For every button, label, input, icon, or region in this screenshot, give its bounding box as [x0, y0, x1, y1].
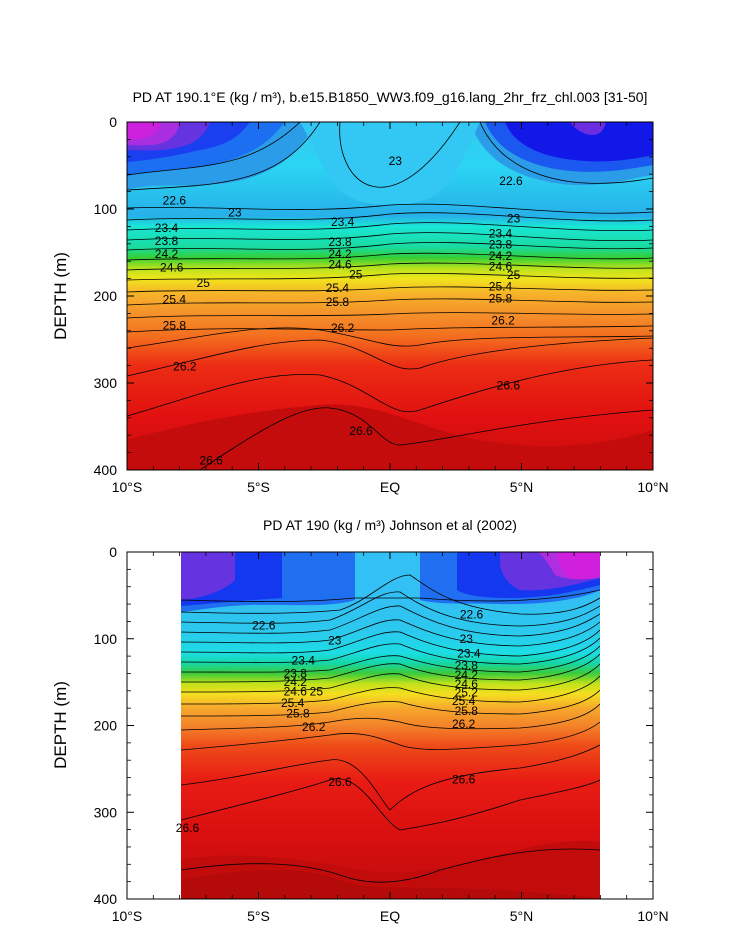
top-contour-labels: 22.6232322.62323.423.824.224.62525.425.8… — [155, 154, 523, 467]
contour-label: 25.8 — [455, 704, 479, 718]
contour-label: 22.6 — [499, 174, 523, 188]
y-tick-label: 300 — [94, 804, 118, 820]
contour-label: 24.6 — [489, 259, 513, 273]
contour-label: 26.6 — [199, 453, 223, 467]
y-tick-label: 400 — [94, 462, 118, 478]
contour-label: 26.2 — [302, 720, 326, 734]
bottom-contour-fill — [181, 552, 600, 899]
contour-label: 23.4 — [457, 646, 481, 660]
y-tick-label: 100 — [94, 631, 118, 647]
contour-label: 26.6 — [497, 379, 521, 393]
x-tick-label: 10°N — [637, 479, 668, 495]
contour-label: 23.8 — [284, 666, 308, 680]
contour-label: 24.2 — [328, 247, 352, 261]
contour-label: 25.4 — [452, 694, 476, 708]
x-tick-label: 10°S — [112, 479, 143, 495]
bottom-contour-lines — [181, 574, 600, 883]
contour-label: 26.2 — [452, 717, 476, 731]
y-tick-label: 100 — [94, 201, 118, 217]
contour-label: 25.8 — [326, 295, 350, 309]
contour-label: 25.8 — [163, 319, 187, 333]
contour-label: 23.4 — [489, 226, 513, 240]
x-tick-label: EQ — [380, 479, 400, 495]
top-title: PD AT 190.1°E (kg / m³), b.e15.B1850_WW3… — [133, 89, 648, 105]
contour-label: 22.6 — [460, 607, 484, 621]
contour-label: 23 — [460, 632, 474, 646]
contour-label: 23.8 — [455, 659, 479, 673]
bottom-y-ticks: 0 100 200 300 400 — [94, 544, 653, 907]
contour-label: 23 — [228, 205, 242, 219]
contour-label: 24.2 — [284, 675, 308, 689]
x-tick-label: 10°S — [112, 908, 143, 924]
contour-label: 23 — [507, 212, 521, 226]
contour-label: 24.2 — [455, 668, 479, 682]
bottom-title: PD AT 190 (kg / m³) Johnson et al (2002) — [263, 517, 517, 533]
contour-label: 26.6 — [328, 775, 352, 789]
contour-label: 23 — [328, 633, 342, 647]
contour-label: 23.8 — [155, 234, 179, 248]
y-tick-label: 0 — [109, 114, 117, 130]
y-tick-label: 300 — [94, 375, 118, 391]
contour-label: 24.2 — [489, 249, 513, 263]
contour-label: 24.6 — [284, 685, 308, 699]
x-tick-label: 5°S — [247, 908, 270, 924]
contour-label: 25.4 — [281, 696, 305, 710]
contour-label: 23.8 — [489, 238, 513, 252]
contour-label: 25.8 — [489, 292, 513, 306]
contour-label: 24.2 — [155, 247, 179, 261]
contour-label: 22.6 — [252, 619, 276, 633]
contour-label: 23.8 — [328, 235, 352, 249]
x-tick-label: 5°N — [510, 908, 534, 924]
contour-label: 26.2 — [491, 313, 515, 327]
bottom-x-ticks: 10°S 5°S EQ 5°N 10°N — [112, 552, 669, 924]
contour-label: 25.4 — [326, 281, 350, 295]
contour-label: 26.6 — [452, 772, 476, 786]
y-tick-label: 200 — [94, 288, 118, 304]
contour-label: 26.2 — [173, 359, 197, 373]
contour-label: 22.6 — [163, 193, 187, 207]
y-tick-label: 400 — [94, 891, 118, 907]
top-panel: PD AT 190.1°E (kg / m³), b.e15.B1850_WW3… — [51, 89, 669, 495]
top-contour-fill — [127, 122, 653, 470]
contour-label: 23 — [389, 154, 403, 168]
top-contour-lines — [127, 122, 653, 470]
contour-label: 26.2 — [331, 321, 355, 335]
top-y-axis-label: DEPTH (m) — [51, 252, 70, 340]
contour-label: 25.8 — [286, 706, 310, 720]
x-tick-label: 5°S — [247, 479, 270, 495]
contour-label: 25.4 — [489, 279, 513, 293]
contour-label: 23.4 — [292, 653, 316, 667]
bottom-y-axis-label: DEPTH (m) — [51, 681, 70, 769]
top-y-ticks: 0 100 200 300 400 — [94, 114, 653, 478]
contour-label: 25.2 — [455, 686, 479, 700]
contour-label: 24.6 — [160, 260, 184, 274]
contour-label: 25 — [310, 685, 324, 699]
x-tick-label: EQ — [380, 908, 400, 924]
contour-label: 24.6 — [455, 677, 479, 691]
contour-label: 25.4 — [163, 292, 187, 306]
contour-label: 26.6 — [349, 424, 373, 438]
contour-label: 25 — [349, 267, 363, 281]
top-x-ticks: 10°S 5°S EQ 5°N 10°N — [112, 122, 669, 495]
x-tick-label: 5°N — [510, 479, 534, 495]
bottom-panel: PD AT 190 (kg / m³) Johnson et al (2002) — [51, 517, 669, 924]
contour-label: 26.6 — [176, 821, 200, 835]
contour-label: 24.6 — [328, 258, 352, 272]
y-tick-label: 0 — [109, 544, 117, 560]
x-tick-label: 10°N — [637, 908, 668, 924]
contour-label: 23.4 — [331, 215, 355, 229]
contour-label: 23.4 — [155, 221, 179, 235]
y-tick-label: 200 — [94, 718, 118, 734]
contour-label: 25 — [507, 268, 521, 282]
contour-label: 25 — [197, 276, 211, 290]
